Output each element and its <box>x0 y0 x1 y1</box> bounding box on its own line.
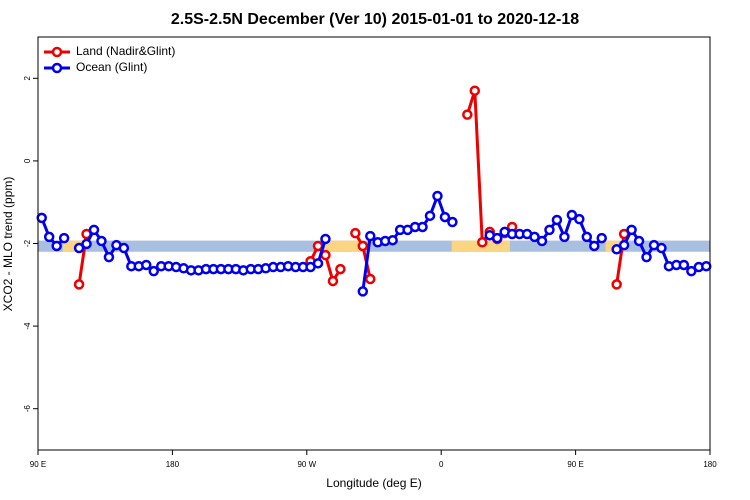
x-tick-label: 180 <box>703 460 717 469</box>
legend-label: Ocean (Glint) <box>76 60 147 74</box>
data-point <box>36 212 47 224</box>
data-point <box>477 237 488 248</box>
data-point <box>551 214 563 226</box>
x-axis-label: Longitude (deg E) <box>326 476 421 490</box>
data-point <box>424 210 436 222</box>
data-point <box>417 221 428 233</box>
data-point <box>611 244 622 255</box>
data-point <box>58 232 70 244</box>
land-band <box>324 240 366 252</box>
data-point <box>96 235 107 247</box>
data-point <box>633 235 645 247</box>
x-tick-label: 180 <box>166 460 180 469</box>
data-point <box>596 232 607 244</box>
data-point <box>327 275 339 287</box>
data-point <box>574 213 585 225</box>
series-line <box>77 90 626 285</box>
data-point <box>141 259 152 271</box>
data-point <box>350 227 361 239</box>
x-tick-label: 0 <box>439 460 444 469</box>
land-band <box>62 240 86 252</box>
y-tick-label: -2 <box>23 239 32 247</box>
data-point <box>118 242 130 254</box>
data-point <box>73 279 85 290</box>
data-point <box>469 85 481 96</box>
data-point <box>103 251 115 263</box>
data-point <box>43 231 55 243</box>
data-point <box>544 224 555 236</box>
data-point <box>73 242 85 254</box>
data-point <box>536 235 548 247</box>
legend-label: Land (Nadir&Glint) <box>76 44 175 58</box>
data-point <box>559 231 570 243</box>
data-point <box>365 273 376 285</box>
data-point <box>447 216 458 228</box>
data-point <box>312 258 324 269</box>
data-point <box>148 265 159 277</box>
data-point <box>335 263 346 275</box>
data-point <box>432 190 443 202</box>
x-tick-label: 90 W <box>297 460 316 469</box>
data-point <box>320 233 331 245</box>
data-point <box>589 240 600 252</box>
y-tick-label: -4 <box>23 322 32 330</box>
data-point <box>357 240 369 252</box>
reference-band <box>38 240 710 252</box>
data-point <box>88 224 100 236</box>
data-point <box>618 239 630 251</box>
data-point <box>439 211 451 223</box>
data-point <box>81 238 92 250</box>
x-tick-label: 90 E <box>30 460 46 469</box>
legend-marker <box>51 62 63 74</box>
data-point <box>581 231 593 243</box>
y-axis-label: XCO2 - MLO trend (ppm) <box>1 177 15 312</box>
data-point <box>491 232 503 244</box>
y-tick-label: 2 <box>23 76 32 81</box>
chart-title: 2.5S-2.5N December (Ver 10) 2015-01-01 t… <box>171 11 579 28</box>
data-point <box>678 259 690 271</box>
data-point <box>656 242 667 254</box>
x-tick-label: 90 E <box>567 460 583 469</box>
y-tick-label: 0 <box>23 158 32 163</box>
data-point <box>626 224 637 236</box>
legend-marker <box>51 46 63 58</box>
y-tick-label: -6 <box>23 405 32 413</box>
data-point <box>312 240 324 252</box>
plot-frame <box>37 36 711 451</box>
data-point <box>529 231 540 243</box>
data-point <box>686 265 697 277</box>
data-point <box>365 230 376 242</box>
data-point <box>641 251 652 263</box>
data-point <box>566 209 578 221</box>
data-point <box>462 109 473 120</box>
data-point <box>701 260 712 272</box>
data-point <box>357 286 369 297</box>
data-point <box>611 279 622 290</box>
data-point <box>387 234 398 246</box>
data-point <box>51 240 62 252</box>
